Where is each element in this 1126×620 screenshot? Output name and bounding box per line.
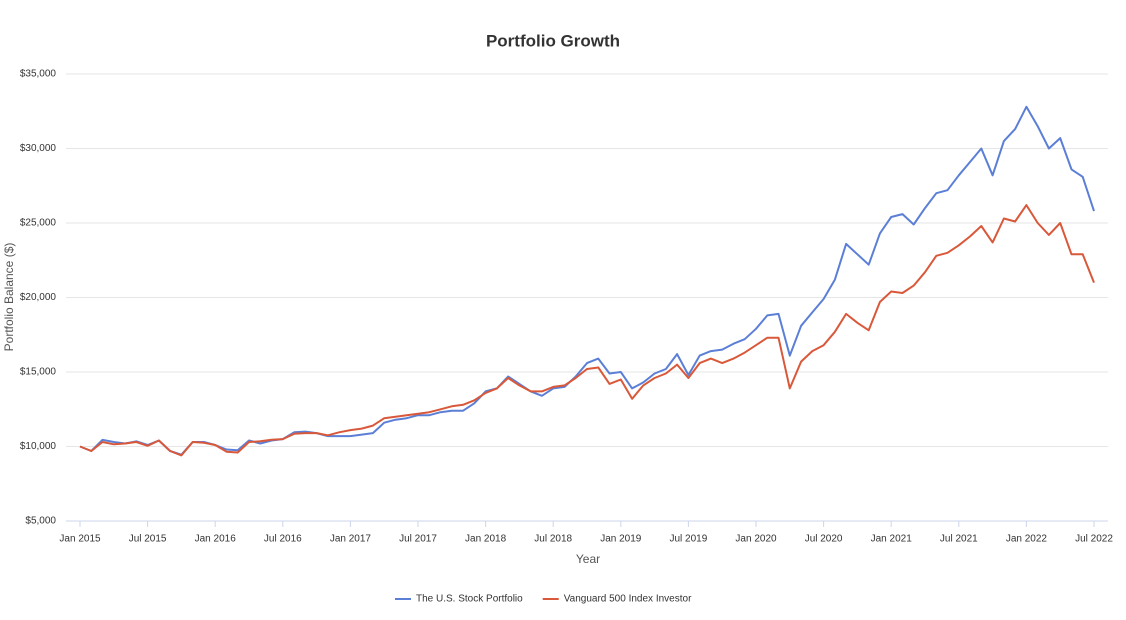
x-tick-label: Jan 2022 [1006, 534, 1048, 545]
x-tick-label: Jan 2017 [330, 534, 372, 545]
y-tick-label: $15,000 [20, 367, 57, 378]
x-tick-label: Jan 2019 [600, 534, 642, 545]
x-tick-label: Jan 2020 [735, 534, 777, 545]
legend-label: Vanguard 500 Index Investor [564, 594, 692, 605]
x-tick-label: Jul 2019 [669, 534, 707, 545]
x-tick-label: Jul 2015 [129, 534, 167, 545]
x-tick-label: Jan 2021 [871, 534, 913, 545]
y-axis-title: Portfolio Balance ($) [2, 243, 16, 352]
y-tick-label: $5,000 [25, 516, 56, 527]
x-tick-label: Jul 2020 [805, 534, 843, 545]
x-tick-label: Jul 2018 [534, 534, 572, 545]
series-line [79, 204, 1095, 457]
x-tick-label: Jul 2017 [399, 534, 437, 545]
x-tick-label: Jan 2016 [195, 534, 237, 545]
x-axis-title: Year [576, 552, 600, 566]
y-tick-label: $25,000 [20, 218, 57, 229]
x-tick-label: Jan 2018 [465, 534, 507, 545]
y-tick-label: $35,000 [20, 69, 57, 80]
chart-title: Portfolio Growth [486, 31, 620, 50]
x-tick-label: Jul 2022 [1075, 534, 1113, 545]
y-tick-label: $30,000 [20, 143, 57, 154]
x-tick-label: Jul 2021 [940, 534, 978, 545]
legend: The U.S. Stock Portfolio Vanguard 500 Ind… [395, 594, 692, 605]
legend-label: The U.S. Stock Portfolio [416, 594, 523, 605]
series-line [79, 105, 1095, 456]
x-tick-label: Jan 2015 [59, 534, 101, 545]
x-tick-label: Jul 2016 [264, 534, 302, 545]
y-tick-label: $10,000 [20, 441, 57, 452]
y-tick-label: $20,000 [20, 292, 57, 303]
